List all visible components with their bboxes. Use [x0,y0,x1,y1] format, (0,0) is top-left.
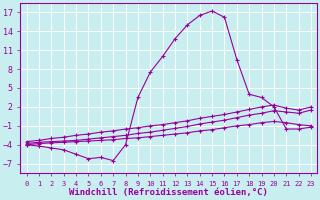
X-axis label: Windchill (Refroidissement éolien,°C): Windchill (Refroidissement éolien,°C) [69,188,268,197]
